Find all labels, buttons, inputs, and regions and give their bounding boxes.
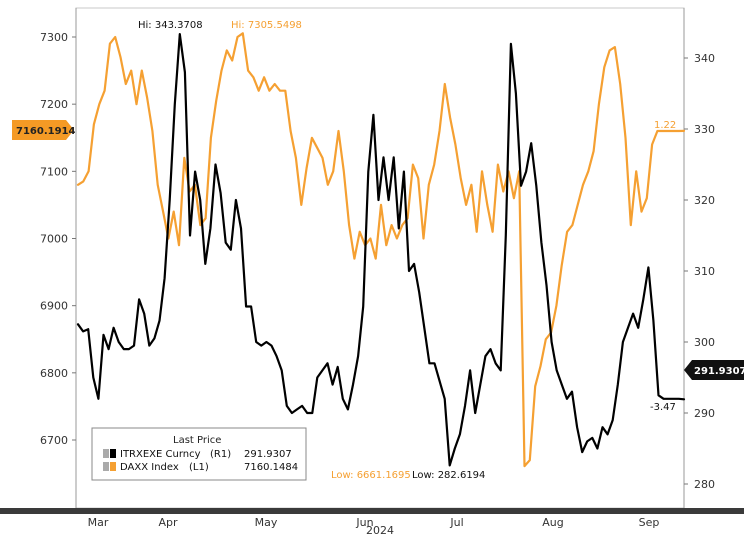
hi-black-label: Hi: 343.3708 (138, 20, 203, 31)
svg-text:291.9307: 291.9307 (694, 366, 744, 377)
right-tick-label-300: 300 (694, 336, 715, 349)
left-tick-label-7200: 7200 (40, 98, 68, 111)
series-layer (76, 32, 686, 468)
right-axis-ticks: 280 290 300 310 320 330 340 (684, 52, 715, 491)
legend-swatch-itrx (103, 449, 109, 458)
left-tick-label-7100: 7100 (40, 165, 68, 178)
left-tick-label-6700: 6700 (40, 434, 68, 447)
legend-title: Last Price (173, 435, 221, 446)
left-last-price-badge: 7160.1914 (12, 120, 76, 140)
legend-swatch-daxx (103, 462, 109, 471)
low-orange-label: Low: 6661.1695 (331, 470, 411, 481)
month-label-jul: Jul (449, 516, 463, 529)
legend-name-itrx: ITRXEXE Curncy (120, 449, 201, 460)
month-label-mar: Mar (88, 516, 109, 529)
month-label-jun: Jun (355, 516, 373, 529)
x-axis-band (0, 508, 744, 514)
series-line-itrxexe-curncy (76, 32, 686, 467)
right-tick-label-290: 290 (694, 407, 715, 420)
legend-value-itrx: 291.9307 (244, 449, 292, 460)
month-label-apr: Apr (158, 516, 178, 529)
right-tick-label-280: 280 (694, 478, 715, 491)
series-line-daxx-index (76, 32, 686, 468)
legend-value-daxx: 7160.1484 (244, 462, 298, 473)
left-tick-label-6900: 6900 (40, 300, 68, 313)
right-tick-label-320: 320 (694, 194, 715, 207)
left-tick-label-7300: 7300 (40, 31, 68, 44)
black-change-label: -3.47 (650, 402, 676, 413)
low-black-label: Low: 282.6194 (412, 470, 485, 481)
x-axis-year-label: 2024 (366, 524, 394, 536)
hi-orange-label: Hi: 7305.5498 (231, 20, 302, 31)
left-tick-label-6800: 6800 (40, 367, 68, 380)
month-label-aug: Aug (542, 516, 563, 529)
right-tick-label-310: 310 (694, 265, 715, 278)
legend-axis-daxx: (L1) (189, 462, 209, 473)
right-tick-label-340: 340 (694, 52, 715, 65)
right-last-price-badge: 291.9307 (684, 360, 744, 380)
legend-name-daxx: DAXX Index (120, 462, 179, 473)
legend: Last Price ITRXEXE Curncy (R1) 291.9307 … (91, 427, 307, 481)
month-label-sep: Sep (639, 516, 660, 529)
left-tick-label-7000: 7000 (40, 233, 68, 246)
orange-change-label: 1.22 (654, 120, 676, 131)
svg-text:7160.1914: 7160.1914 (16, 126, 76, 137)
legend-axis-itrx: (R1) (210, 449, 231, 460)
month-label-may: May (255, 516, 278, 529)
x-axis-months: Mar Apr May Jun Jul Aug Sep (88, 516, 660, 529)
left-axis-ticks: 6700 6800 6900 7000 7100 7200 7300 (40, 31, 76, 447)
right-tick-label-330: 330 (694, 123, 715, 136)
